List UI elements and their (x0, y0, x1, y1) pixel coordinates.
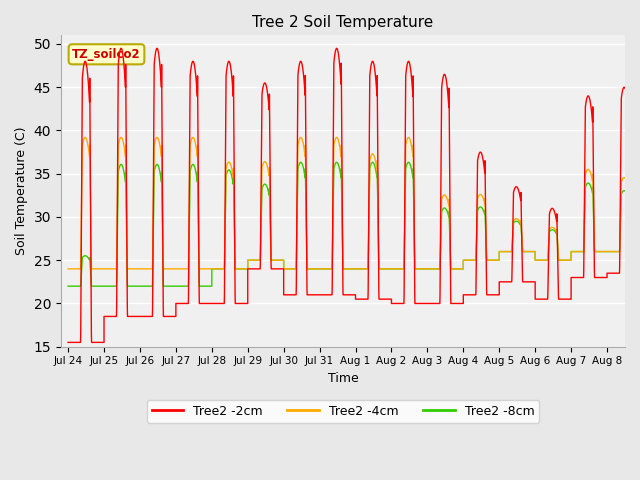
Tree2 -2cm (64, 339, 72, 345)
Tree2 -2cm (552, 211, 559, 217)
X-axis label: Time: Time (328, 372, 358, 385)
Tree2 -4cm (64, 266, 72, 272)
Tree2 -2cm (429, 300, 437, 306)
Line: Tree2 -8cm: Tree2 -8cm (68, 162, 640, 286)
Tree2 -4cm (517, 221, 525, 227)
Tree2 -2cm (480, 164, 488, 169)
Tree2 -8cm (517, 223, 525, 228)
Tree2 -8cm (182, 283, 189, 289)
Tree2 -8cm (480, 209, 488, 215)
Tree2 -2cm (182, 300, 189, 306)
Title: Tree 2 Soil Temperature: Tree 2 Soil Temperature (252, 15, 433, 30)
Tree2 -8cm (297, 159, 305, 165)
Tree2 -4cm (639, 249, 640, 254)
Legend: Tree2 -2cm, Tree2 -4cm, Tree2 -8cm: Tree2 -2cm, Tree2 -4cm, Tree2 -8cm (147, 400, 540, 423)
Tree2 -4cm (182, 266, 190, 272)
Tree2 -8cm (633, 249, 640, 254)
Tree2 -2cm (639, 270, 640, 276)
Tree2 -8cm (64, 283, 72, 289)
Tree2 -4cm (81, 134, 89, 140)
Tree2 -4cm (429, 266, 437, 272)
Tree2 -8cm (429, 266, 437, 272)
Tree2 -2cm (333, 46, 340, 51)
Tree2 -4cm (552, 227, 559, 232)
Tree2 -2cm (517, 198, 525, 204)
Line: Tree2 -4cm: Tree2 -4cm (68, 137, 640, 269)
Text: TZ_soilco2: TZ_soilco2 (72, 48, 141, 61)
Tree2 -4cm (480, 198, 488, 204)
Line: Tree2 -2cm: Tree2 -2cm (68, 48, 640, 342)
Tree2 -4cm (633, 249, 640, 254)
Y-axis label: Soil Temperature (C): Soil Temperature (C) (15, 127, 28, 255)
Tree2 -8cm (552, 229, 559, 235)
Tree2 -8cm (639, 249, 640, 254)
Tree2 -2cm (633, 270, 640, 276)
